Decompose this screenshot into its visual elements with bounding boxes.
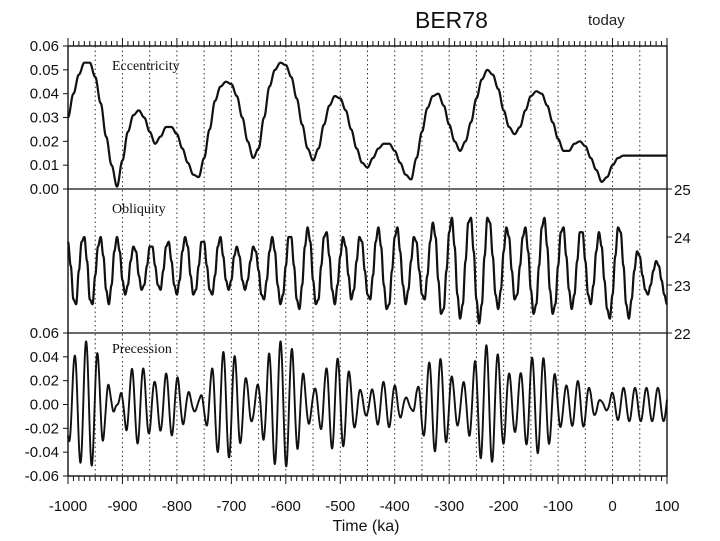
y-tick-label: 0.06 [30, 38, 59, 55]
x-tick-label: -900 [107, 498, 137, 515]
x-tick-label: 100 [654, 498, 679, 515]
x-tick-label: -400 [380, 498, 410, 515]
series-lines [66, 61, 668, 468]
y-tick-label: 0.02 [30, 133, 59, 150]
y-tick-label: 0.02 [30, 373, 59, 390]
y-tick-label: -0.02 [25, 420, 59, 437]
y-tick-label: -0.06 [25, 468, 59, 485]
y-tick-label: 25 [674, 182, 691, 199]
x-axis-label: Time (ka) [333, 518, 400, 535]
y-tick-label: 22 [674, 326, 691, 343]
x-tick-label: -500 [325, 498, 355, 515]
chart-title: BER78 [415, 7, 488, 33]
tick-marks [63, 38, 672, 484]
y-tick-label: 0.06 [30, 325, 59, 342]
x-tick-label: -1000 [49, 498, 87, 515]
series-label: Obliquity [112, 202, 166, 217]
obliquity-line [66, 216, 668, 325]
y-tick-label: 0.05 [30, 62, 59, 79]
y-tick-label: 0.00 [30, 181, 59, 198]
y-tick-label: -0.04 [25, 444, 59, 461]
today-annotation: today [588, 12, 625, 29]
y-tick-label: 0.04 [30, 349, 59, 366]
eccentricity-line [67, 61, 668, 188]
x-tick-label: -800 [162, 498, 192, 515]
x-tick-label: -200 [489, 498, 519, 515]
y-tick-label: 0.04 [30, 86, 59, 103]
x-tick-label: 0 [608, 498, 616, 515]
x-tick-label: -300 [434, 498, 464, 515]
y-tick-label: 0.00 [30, 397, 59, 414]
y-tick-label: 24 [674, 230, 691, 247]
y-tick-label: 0.01 [30, 157, 59, 174]
tick-labels: -1000 -900 -800 -700 -600 -500 -400 -300 -200 -10… [25, 38, 691, 515]
y-tick-label: 0.03 [30, 110, 59, 127]
x-tick-label: -100 [543, 498, 573, 515]
x-tick-label: -600 [271, 498, 301, 515]
x-tick-label: -700 [216, 498, 246, 515]
series-label: Precession [112, 342, 172, 357]
precession-line [67, 340, 668, 468]
y-tick-label: 23 [674, 278, 691, 295]
series-label: Eccentricity [112, 59, 180, 74]
